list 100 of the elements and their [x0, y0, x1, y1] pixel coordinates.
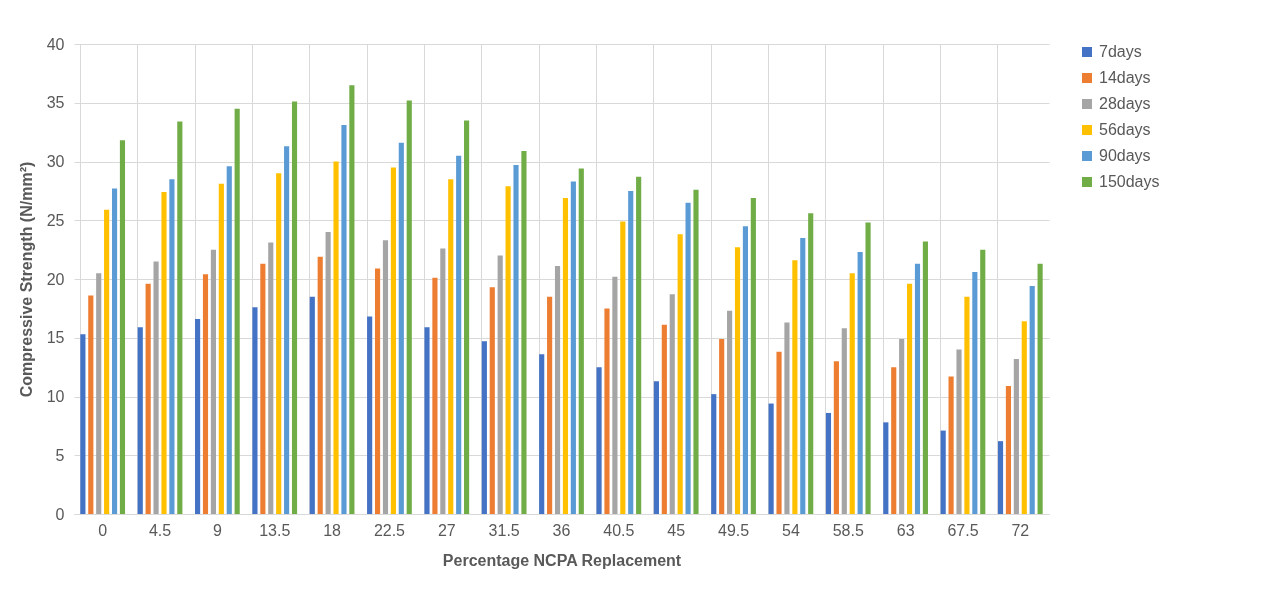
bar	[825, 412, 832, 514]
bar	[849, 273, 855, 514]
bar	[481, 341, 487, 514]
bar	[899, 338, 905, 514]
bar	[547, 296, 553, 514]
x-tick-label: 18	[323, 521, 342, 539]
y-tick-label: 35	[46, 94, 65, 112]
bar	[406, 100, 412, 514]
bar	[153, 261, 159, 514]
bar	[661, 324, 667, 514]
bar	[570, 181, 576, 514]
bar	[922, 241, 928, 514]
x-tick-label: 45	[667, 521, 686, 539]
bar	[669, 294, 675, 514]
x-tick-label: 36	[552, 521, 571, 539]
x-tick-label: 49.5	[717, 521, 750, 539]
bar	[948, 376, 954, 514]
bar	[260, 263, 266, 514]
bar	[456, 155, 462, 514]
bar	[734, 247, 741, 514]
bar	[800, 237, 806, 514]
bar	[956, 349, 962, 514]
bar	[497, 255, 503, 514]
bar	[161, 192, 167, 514]
bar	[268, 242, 274, 514]
bar	[96, 273, 102, 514]
bar	[776, 351, 782, 514]
bar	[719, 338, 725, 514]
bar	[677, 234, 683, 514]
bar	[448, 179, 454, 514]
x-tick-label: 27	[437, 521, 456, 539]
bar	[907, 283, 913, 514]
bar	[891, 367, 897, 514]
bar	[284, 146, 290, 514]
bar	[620, 221, 626, 514]
bar	[374, 268, 381, 514]
x-tick-label: 58.5	[832, 521, 864, 539]
legend-label: 56days	[1099, 121, 1151, 138]
bar	[169, 179, 175, 514]
bar	[390, 167, 396, 514]
bar	[349, 85, 355, 514]
bar	[562, 197, 569, 514]
bar	[1029, 286, 1035, 514]
bar	[980, 249, 986, 514]
bar	[612, 276, 618, 514]
bar	[210, 249, 216, 514]
x-axis-title: Percentage NCPA Replacement	[442, 551, 682, 569]
x-tick-label: 54	[782, 521, 800, 539]
y-tick-label: 30	[46, 153, 65, 170]
bar	[857, 251, 863, 514]
x-tick-label: 72	[1011, 521, 1030, 539]
bar	[685, 202, 691, 514]
bar	[693, 189, 699, 514]
bar	[784, 322, 790, 514]
bar	[88, 295, 94, 514]
bar	[972, 271, 978, 514]
bar	[865, 222, 871, 514]
bar	[317, 256, 323, 514]
bar	[489, 287, 495, 514]
bar	[711, 394, 717, 514]
bar	[578, 168, 584, 514]
bar	[1005, 385, 1012, 514]
bar	[382, 240, 389, 514]
bar	[333, 161, 339, 514]
x-tick-label: 22.5	[373, 521, 406, 539]
bar	[596, 367, 602, 514]
bar	[1037, 263, 1043, 514]
bar	[145, 283, 151, 514]
y-tick-label: 5	[55, 446, 65, 464]
bar	[440, 248, 446, 514]
bar	[997, 441, 1004, 514]
bar	[636, 176, 642, 514]
legend-label: 150days	[1099, 173, 1160, 190]
bar	[341, 125, 347, 514]
bar	[276, 173, 282, 514]
bar	[768, 403, 774, 514]
y-tick-label: 10	[46, 388, 65, 405]
legend-label: 14days	[1099, 69, 1151, 86]
y-axis-title: Compressive Strength (N/mm²)	[17, 161, 35, 398]
bar	[505, 186, 511, 514]
bar	[742, 226, 749, 514]
bar	[841, 328, 847, 514]
bar	[325, 232, 331, 514]
bar	[964, 296, 970, 514]
bar	[234, 108, 240, 514]
bar	[226, 166, 232, 514]
bar	[539, 354, 545, 514]
bar	[513, 165, 519, 514]
bar	[792, 260, 798, 514]
bar	[1021, 321, 1027, 514]
bar	[521, 150, 527, 514]
bar	[464, 120, 470, 514]
bar	[883, 422, 889, 514]
bar	[833, 361, 839, 514]
bar	[727, 310, 733, 514]
x-tick-label: 4.5	[148, 521, 172, 539]
x-tick-label: 9	[212, 521, 222, 539]
bar	[252, 307, 258, 514]
bar	[218, 183, 224, 514]
x-tick-label: 40.5	[603, 521, 635, 539]
